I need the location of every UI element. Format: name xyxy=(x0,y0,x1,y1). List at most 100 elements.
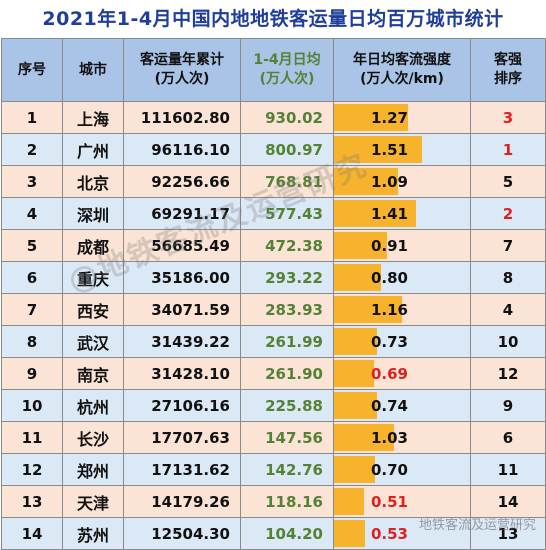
cell-total: 69291.17 xyxy=(124,198,241,230)
intensity-value: 0.73 xyxy=(334,333,408,351)
cell-intensity: 0.70 xyxy=(334,454,471,486)
cell-intensity: 1.16 xyxy=(334,294,471,326)
cell-city: 深圳 xyxy=(63,198,124,230)
cell-total: 34071.59 xyxy=(124,294,241,326)
cell-rank: 4 xyxy=(471,294,546,326)
intensity-value: 0.91 xyxy=(334,237,408,255)
cell-seq: 9 xyxy=(2,358,63,390)
header-seq: 序号 xyxy=(2,39,63,102)
cell-intensity: 1.27 xyxy=(334,102,471,134)
intensity-value: 1.41 xyxy=(334,205,408,223)
cell-daily: 118.16 xyxy=(241,486,334,518)
cell-daily: 472.38 xyxy=(241,230,334,262)
header-intensity: 年日均客流强度(万人次/km) xyxy=(334,39,471,102)
cell-intensity: 0.53 xyxy=(334,518,471,550)
cell-daily: 261.99 xyxy=(241,326,334,358)
cell-seq: 12 xyxy=(2,454,63,486)
cell-seq: 13 xyxy=(2,486,63,518)
intensity-value: 0.69 xyxy=(334,365,408,383)
cell-intensity: 1.03 xyxy=(334,422,471,454)
intensity-value: 0.70 xyxy=(334,461,408,479)
cell-city: 长沙 xyxy=(63,422,124,454)
cell-seq: 6 xyxy=(2,262,63,294)
cell-daily: 768.81 xyxy=(241,166,334,198)
metro-ridership-table: 序号 城市 客运量年累计(万人次) 1-4月日均(万人次) 年日均客流强度(万人… xyxy=(1,38,546,550)
cell-intensity: 0.69 xyxy=(334,358,471,390)
cell-intensity: 0.74 xyxy=(334,390,471,422)
intensity-value: 0.74 xyxy=(334,397,408,415)
cell-daily: 283.93 xyxy=(241,294,334,326)
cell-seq: 7 xyxy=(2,294,63,326)
intensity-value: 1.51 xyxy=(334,141,408,159)
cell-total: 17707.63 xyxy=(124,422,241,454)
header-row: 序号 城市 客运量年累计(万人次) 1-4月日均(万人次) 年日均客流强度(万人… xyxy=(2,39,546,102)
cell-intensity: 0.51 xyxy=(334,486,471,518)
cell-city: 北京 xyxy=(63,166,124,198)
cell-daily: 147.56 xyxy=(241,422,334,454)
cell-city: 成都 xyxy=(63,230,124,262)
cell-seq: 5 xyxy=(2,230,63,262)
cell-seq: 11 xyxy=(2,422,63,454)
cell-rank: 6 xyxy=(471,422,546,454)
cell-daily: 142.76 xyxy=(241,454,334,486)
cell-total: 14179.26 xyxy=(124,486,241,518)
cell-seq: 8 xyxy=(2,326,63,358)
cell-rank: 13 xyxy=(471,518,546,550)
header-city: 城市 xyxy=(63,39,124,102)
cell-daily: 225.88 xyxy=(241,390,334,422)
cell-total: 12504.30 xyxy=(124,518,241,550)
cell-total: 96116.10 xyxy=(124,134,241,166)
cell-intensity: 0.91 xyxy=(334,230,471,262)
header-total: 客运量年累计(万人次) xyxy=(124,39,241,102)
cell-seq: 14 xyxy=(2,518,63,550)
cell-rank: 7 xyxy=(471,230,546,262)
intensity-value: 1.03 xyxy=(334,429,408,447)
cell-city: 武汉 xyxy=(63,326,124,358)
header-daily: 1-4月日均(万人次) xyxy=(241,39,334,102)
intensity-value: 1.09 xyxy=(334,173,408,191)
cell-city: 南京 xyxy=(63,358,124,390)
cell-intensity: 1.09 xyxy=(334,166,471,198)
cell-total: 92256.66 xyxy=(124,166,241,198)
cell-seq: 2 xyxy=(2,134,63,166)
intensity-value: 0.51 xyxy=(334,493,408,511)
cell-rank: 2 xyxy=(471,198,546,230)
cell-daily: 104.20 xyxy=(241,518,334,550)
cell-daily: 261.90 xyxy=(241,358,334,390)
cell-city: 上海 xyxy=(63,102,124,134)
intensity-value: 0.80 xyxy=(334,269,408,287)
cell-rank: 5 xyxy=(471,166,546,198)
cell-total: 111602.80 xyxy=(124,102,241,134)
cell-rank: 12 xyxy=(471,358,546,390)
cell-rank: 1 xyxy=(471,134,546,166)
cell-daily: 800.97 xyxy=(241,134,334,166)
cell-intensity: 0.80 xyxy=(334,262,471,294)
cell-total: 56685.49 xyxy=(124,230,241,262)
cell-intensity: 0.73 xyxy=(334,326,471,358)
cell-rank: 9 xyxy=(471,390,546,422)
cell-daily: 293.22 xyxy=(241,262,334,294)
cell-seq: 4 xyxy=(2,198,63,230)
intensity-value: 1.16 xyxy=(334,301,408,319)
cell-city: 重庆 xyxy=(63,262,124,294)
cell-total: 31428.10 xyxy=(124,358,241,390)
cell-total: 17131.62 xyxy=(124,454,241,486)
cell-city: 天津 xyxy=(63,486,124,518)
cell-daily: 930.02 xyxy=(241,102,334,134)
cell-total: 27106.16 xyxy=(124,390,241,422)
cell-rank: 3 xyxy=(471,102,546,134)
intensity-value: 1.27 xyxy=(334,109,408,127)
cell-city: 广州 xyxy=(63,134,124,166)
